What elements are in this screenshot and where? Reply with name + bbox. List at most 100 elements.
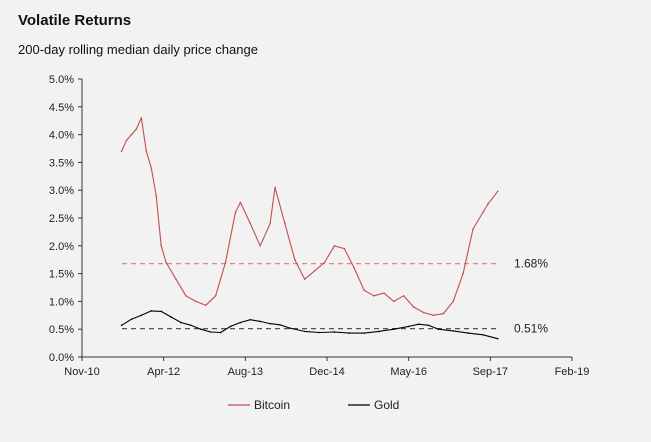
y-tick-label: 3.0% <box>49 185 74 197</box>
data-point-gold <box>333 331 336 333</box>
data-point-bitcoin <box>195 300 197 303</box>
data-point-gold <box>239 321 242 324</box>
data-point-bitcoin <box>249 222 252 225</box>
data-point-bitcoin <box>294 258 296 261</box>
data-point-gold <box>160 310 162 313</box>
data-point-bitcoin <box>323 261 326 264</box>
data-point-gold <box>229 325 232 328</box>
data-point-gold <box>170 316 172 318</box>
data-point-bitcoin <box>363 289 365 292</box>
data-point-bitcoin <box>160 245 162 247</box>
y-tick-label: 1.0% <box>49 296 74 308</box>
data-point-gold <box>378 330 380 333</box>
data-point-bitcoin <box>393 300 395 303</box>
data-point-bitcoin <box>234 211 237 214</box>
y-tick-label: 4.5% <box>49 102 74 114</box>
y-tick-label: 4.0% <box>49 130 74 142</box>
data-point-bitcoin <box>204 304 207 307</box>
data-point-bitcoin <box>120 150 123 153</box>
data-point-bitcoin <box>462 272 464 275</box>
data-point-bitcoin <box>150 167 153 169</box>
data-point-gold <box>452 330 455 332</box>
data-point-gold <box>467 332 469 334</box>
legend-label-gold: Gold <box>374 398 399 412</box>
y-tick-label: 0.5% <box>49 324 74 336</box>
chart-subtitle: 200-day rolling median daily price chang… <box>18 42 258 57</box>
data-point-gold <box>363 332 365 334</box>
data-point-bitcoin <box>274 186 276 189</box>
data-point-gold <box>417 323 420 325</box>
data-point-bitcoin <box>333 245 336 247</box>
x-tick-label: Apr-12 <box>147 366 180 378</box>
data-point-bitcoin <box>145 150 148 153</box>
data-point-bitcoin <box>383 292 385 294</box>
y-tick-label: 1.5% <box>49 269 74 281</box>
data-point-bitcoin <box>125 139 128 141</box>
data-point-bitcoin <box>472 228 474 230</box>
series-line-gold <box>121 310 498 340</box>
data-point-bitcoin <box>343 247 346 250</box>
data-point-gold <box>279 323 281 326</box>
data-point-bitcoin <box>239 201 242 204</box>
data-point-bitcoin <box>155 194 158 197</box>
x-tick-label: Dec-14 <box>309 366 344 378</box>
data-point-gold <box>496 337 499 340</box>
reference-line-label: 1.68% <box>514 257 548 271</box>
data-point-gold <box>140 314 143 317</box>
data-point-bitcoin <box>135 128 138 130</box>
series-line-bitcoin <box>121 117 499 316</box>
x-tick-label: Feb-19 <box>555 366 590 378</box>
x-tick-label: May-16 <box>390 366 427 378</box>
data-point-bitcoin <box>452 300 455 303</box>
data-point-bitcoin <box>175 278 177 280</box>
data-point-gold <box>120 324 123 327</box>
data-point-bitcoin <box>313 270 316 272</box>
data-point-gold <box>180 321 182 324</box>
data-point-bitcoin <box>482 211 484 214</box>
data-point-bitcoin <box>269 222 271 225</box>
data-point-gold <box>393 328 395 331</box>
data-point-gold <box>303 330 306 333</box>
data-point-bitcoin <box>303 278 306 280</box>
data-point-gold <box>209 331 212 333</box>
data-point-bitcoin <box>259 245 261 247</box>
y-tick-label: 2.5% <box>49 213 74 225</box>
data-point-gold <box>482 333 484 336</box>
data-point-bitcoin <box>402 295 405 297</box>
reference-line-label: 0.51% <box>514 322 548 336</box>
data-point-bitcoin <box>353 267 356 269</box>
data-point-gold <box>259 320 261 323</box>
legend-label-bitcoin: Bitcoin <box>254 398 290 412</box>
data-point-bitcoin <box>140 117 143 119</box>
y-tick-label: 2.0% <box>49 241 74 253</box>
data-point-bitcoin <box>496 190 499 193</box>
data-point-gold <box>437 328 440 331</box>
data-point-bitcoin <box>373 295 375 297</box>
x-tick-label: Nov-10 <box>64 366 99 378</box>
data-point-gold <box>269 322 271 325</box>
data-point-bitcoin <box>422 311 425 314</box>
data-point-bitcoin <box>487 203 489 205</box>
x-tick-label: Sep-17 <box>473 366 508 378</box>
data-point-bitcoin <box>442 312 445 315</box>
data-point-bitcoin <box>284 222 286 225</box>
data-point-bitcoin <box>214 295 217 297</box>
data-point-bitcoin <box>185 295 187 297</box>
data-point-gold <box>190 324 192 327</box>
data-point-gold <box>427 324 430 327</box>
data-point-bitcoin <box>412 306 415 308</box>
data-point-gold <box>130 318 133 320</box>
data-point-bitcoin <box>224 261 227 264</box>
data-point-gold <box>348 332 351 334</box>
data-point-gold <box>150 310 153 312</box>
x-tick-label: Aug-13 <box>228 366 263 378</box>
data-point-bitcoin <box>432 314 435 317</box>
data-point-gold <box>199 328 202 331</box>
data-point-gold <box>407 325 410 328</box>
y-tick-label: 5.0% <box>49 74 74 86</box>
y-tick-label: 0.0% <box>49 352 74 364</box>
data-point-gold <box>249 318 252 321</box>
data-point-gold <box>219 331 222 334</box>
